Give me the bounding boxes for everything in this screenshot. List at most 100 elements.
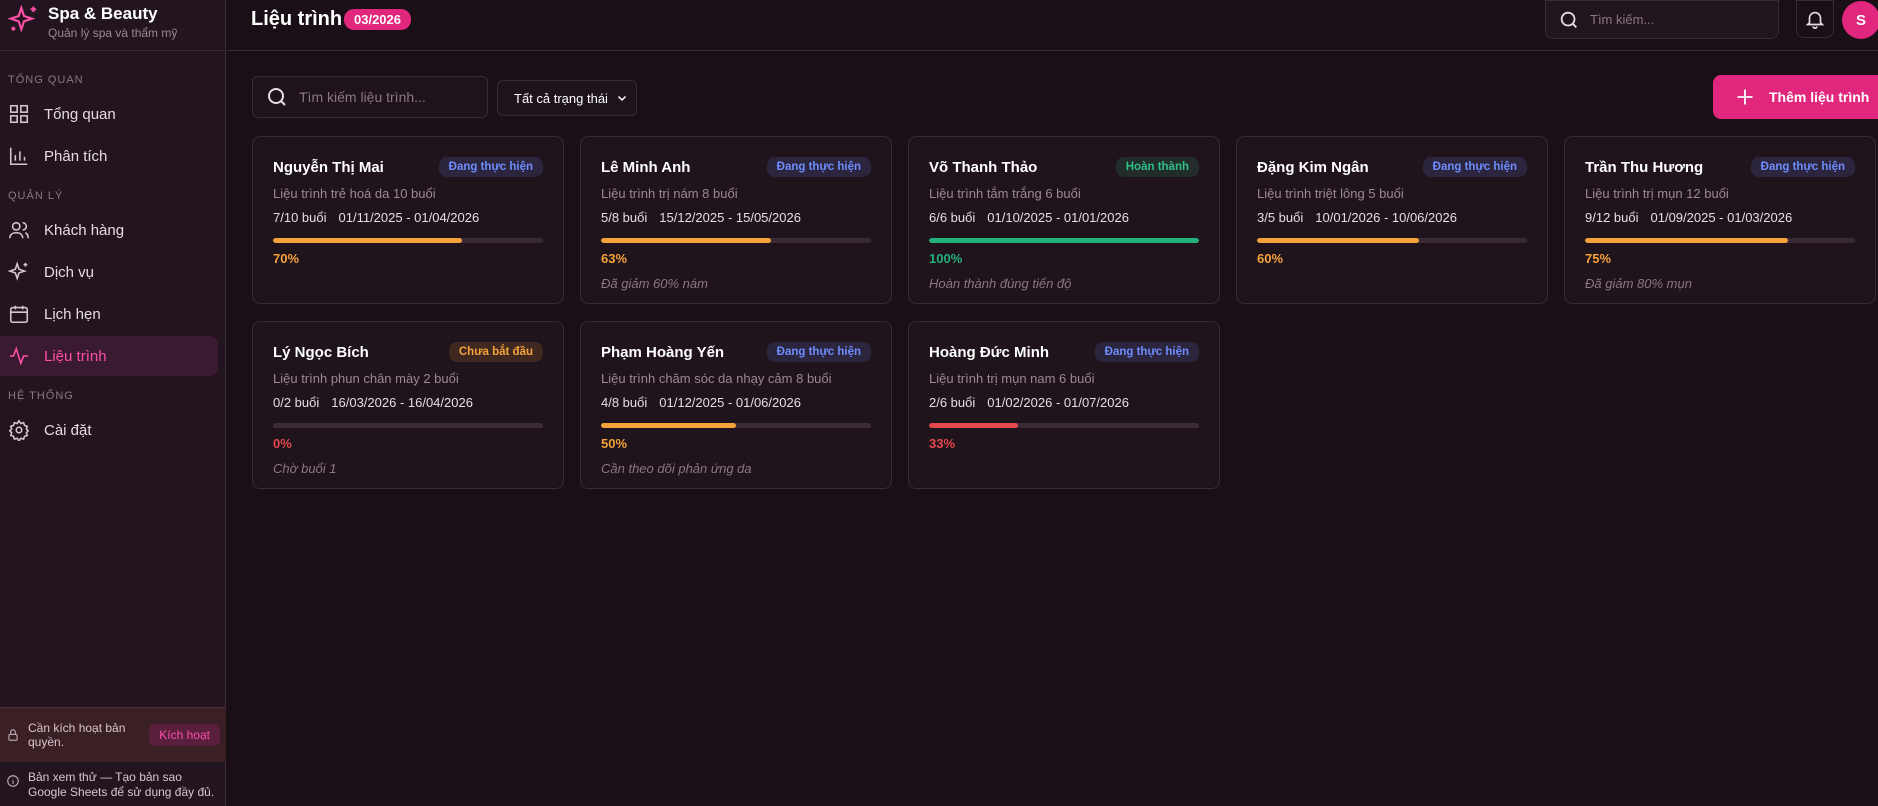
brand: Spa & Beauty Quản lý spa và thẩm mỹ bbox=[8, 4, 177, 40]
progress-fill bbox=[1257, 238, 1419, 243]
trial-text: Bản xem thử — Tạo bản sao Google Sheets … bbox=[28, 770, 215, 799]
brand-tagline: Quản lý spa và thẩm mỹ bbox=[48, 26, 178, 40]
note: Đã giảm 80% mụn bbox=[1585, 276, 1692, 291]
lock-icon bbox=[8, 729, 18, 741]
activate-button[interactable]: Kích hoạt bbox=[149, 724, 220, 746]
info-icon bbox=[7, 775, 19, 787]
treatment-card[interactable]: Phạm Hoàng Yến Đang thực hiện Liệu trình c… bbox=[580, 321, 892, 489]
search-placeholder: Tìm kiếm... bbox=[1590, 12, 1655, 27]
session-row: 7/10 buổi 01/11/2025 - 01/04/2026 bbox=[273, 210, 543, 225]
status-badge: Đang thực hiện bbox=[766, 342, 871, 362]
progress-label: 100% bbox=[929, 251, 963, 266]
progress-fill bbox=[929, 238, 1199, 243]
treatment-card[interactable]: Trần Thu Hương Đang thực hiện Liệu trình t… bbox=[1564, 136, 1876, 304]
client-name: Võ Thanh Thảo bbox=[929, 159, 1038, 176]
page-title: Liệu trình bbox=[251, 8, 343, 30]
nav-label: Tổng quan bbox=[44, 105, 116, 123]
license-box: Cần kích hoạt bản quyền. Kích hoạt bbox=[0, 707, 226, 762]
treatment-card[interactable]: Nguyễn Thị Mai Đang thực hiện Liệu trình t… bbox=[252, 136, 564, 304]
progress-track bbox=[1585, 238, 1855, 243]
avatar[interactable]: S bbox=[1842, 1, 1878, 39]
sessions: 2/6 buổi bbox=[929, 395, 976, 410]
note: Hoàn thành đúng tiến độ bbox=[929, 276, 1072, 291]
status-badge: Đang thực hiện bbox=[766, 157, 871, 177]
nav-icon bbox=[9, 221, 29, 239]
session-row: 0/2 buổi 16/03/2026 - 16/04/2026 bbox=[273, 395, 543, 410]
progress-track bbox=[273, 423, 543, 428]
nav-item[interactable]: Dịch vụ bbox=[0, 252, 218, 292]
progress-label: 0% bbox=[273, 436, 292, 451]
status-filter[interactable]: Tất cả trạng thái bbox=[497, 80, 637, 116]
card-grid: Nguyễn Thị Mai Đang thực hiện Liệu trình t… bbox=[252, 136, 1878, 489]
status-badge: Đang thực hiện bbox=[1094, 342, 1199, 362]
progress-fill bbox=[929, 423, 1019, 428]
sessions: 4/8 buổi bbox=[601, 395, 648, 410]
nav-icon bbox=[9, 147, 28, 166]
nav-icon bbox=[8, 419, 30, 441]
nav: TỔNG QUAN Tổng quan Phân tích QUẢN LÝ Khách … bbox=[0, 60, 226, 452]
progress-label: 63% bbox=[601, 251, 628, 266]
date-range: 01/09/2025 - 01/03/2026 bbox=[1650, 210, 1793, 225]
client-name: Hoàng Đức Minh bbox=[929, 344, 1050, 361]
nav-item[interactable]: Liệu trình bbox=[0, 336, 218, 376]
treatment-description: Liệu trình trị mụn nam 6 buổi bbox=[929, 371, 1095, 386]
search-icon bbox=[268, 88, 286, 106]
sessions: 5/8 buổi bbox=[601, 210, 648, 225]
treatment-search[interactable]: Tìm kiếm liệu trình... bbox=[252, 76, 488, 118]
progress-label: 70% bbox=[273, 251, 300, 266]
nav-label: Lịch hẹn bbox=[44, 305, 101, 323]
nav-item[interactable]: Phân tích bbox=[0, 136, 218, 176]
bell-icon bbox=[1805, 11, 1825, 29]
nav-label: Khách hàng bbox=[44, 221, 125, 239]
trial-note: Bản xem thử — Tạo bản sao Google Sheets … bbox=[0, 770, 226, 800]
treatment-card[interactable]: Võ Thanh Thảo Hoàn thành Liệu trình tắm tr… bbox=[908, 136, 1220, 304]
client-name: Đặng Kim Ngân bbox=[1257, 159, 1369, 176]
nav-item[interactable]: Cài đặt bbox=[0, 410, 218, 450]
nav-label: Cài đặt bbox=[44, 421, 92, 439]
sessions: 7/10 buổi bbox=[273, 210, 327, 225]
treatment-description: Liệu trình tắm trắng 6 buổi bbox=[929, 186, 1081, 201]
client-name: Nguyễn Thị Mai bbox=[273, 159, 384, 176]
progress-label: 60% bbox=[1257, 251, 1284, 266]
add-button[interactable]: Thêm liệu trình bbox=[1713, 75, 1878, 119]
nav-label: Liệu trình bbox=[44, 347, 107, 365]
nav-section: HỆ THỐNG bbox=[8, 390, 74, 402]
treatment-card[interactable]: Hoàng Đức Minh Đang thực hiện Liệu trình t… bbox=[908, 321, 1220, 489]
nav-label: Dịch vụ bbox=[44, 263, 95, 281]
nav-item[interactable]: Tổng quan bbox=[0, 94, 218, 134]
status-badge: Đang thực hiện bbox=[1422, 157, 1527, 177]
sessions: 3/5 buổi bbox=[1257, 210, 1304, 225]
global-search[interactable]: Tìm kiếm... bbox=[1545, 0, 1779, 39]
progress-track bbox=[601, 238, 871, 243]
sessions: 9/12 buổi bbox=[1585, 210, 1639, 225]
search-icon bbox=[1560, 11, 1577, 28]
search-placeholder: Tìm kiếm liệu trình... bbox=[299, 89, 426, 105]
treatment-description: Liệu trình triệt lông 5 buổi bbox=[1257, 186, 1404, 201]
nav-icon bbox=[9, 104, 29, 124]
date-range: 01/11/2025 - 01/04/2026 bbox=[338, 210, 480, 225]
treatment-card[interactable]: Đặng Kim Ngân Đang thực hiện Liệu trình tr… bbox=[1236, 136, 1548, 304]
status-badge: Đang thực hiện bbox=[438, 157, 543, 177]
date-range: 01/02/2026 - 01/07/2026 bbox=[987, 395, 1129, 410]
nav-item[interactable]: Khách hàng bbox=[0, 210, 218, 250]
treatment-card[interactable]: Lý Ngọc Bích Chưa bắt đầu Liệu trình phun … bbox=[252, 321, 564, 489]
sessions: 0/2 buổi bbox=[273, 395, 320, 410]
progress-track bbox=[601, 423, 871, 428]
nav-icon bbox=[9, 305, 29, 324]
notification-button[interactable] bbox=[1796, 0, 1834, 38]
brand-name: Spa & Beauty bbox=[48, 4, 158, 23]
session-row: 3/5 buổi 10/01/2026 - 10/06/2026 bbox=[1257, 210, 1527, 225]
date-range: 01/12/2025 - 01/06/2026 bbox=[659, 395, 801, 410]
brand-icon bbox=[8, 4, 36, 33]
license-text: Cần kích hoạt bản quyền. bbox=[28, 721, 126, 749]
progress-label: 75% bbox=[1585, 251, 1612, 266]
client-name: Trần Thu Hương bbox=[1585, 159, 1704, 176]
treatment-card[interactable]: Lê Minh Anh Đang thực hiện Liệu trình trị … bbox=[580, 136, 892, 304]
date-range: 01/10/2025 - 01/01/2026 bbox=[987, 210, 1129, 225]
nav-item[interactable]: Lịch hẹn bbox=[0, 294, 218, 334]
nav-icon bbox=[9, 346, 29, 366]
progress-label: 50% bbox=[601, 436, 628, 451]
session-row: 9/12 buổi 01/09/2025 - 01/03/2026 bbox=[1585, 210, 1855, 225]
